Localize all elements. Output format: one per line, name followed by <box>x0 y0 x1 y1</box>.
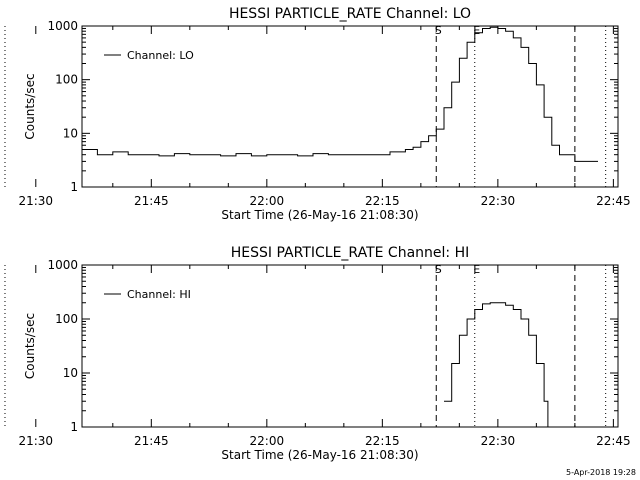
x-tick-label: 22:15 <box>365 194 400 208</box>
x-axis-label: Start Time (26-May-16 21:08:30) <box>221 448 418 462</box>
y-tick-label: 1000 <box>47 258 78 272</box>
event-marker-label: S <box>435 263 442 276</box>
chart-title: HESSI PARTICLE_RATE Channel: HI <box>231 245 469 261</box>
event-marker-label: S <box>435 24 442 37</box>
series-line-lo <box>82 26 598 162</box>
x-tick-label: 21:45 <box>134 194 169 208</box>
series-line-hi <box>444 302 549 427</box>
plot-frame <box>81 264 619 428</box>
y-tick-label: 10 <box>63 126 78 140</box>
x-axis-label: Start Time (26-May-16 21:08:30) <box>221 208 418 222</box>
y-tick-label: 10 <box>63 366 78 380</box>
y-axis-label: Counts/sec <box>23 313 37 379</box>
chart-panel-lo: HESSI PARTICLE_RATE Channel: LO 1 10 100 100… <box>4 6 631 222</box>
x-tick-label: 22:00 <box>250 194 285 208</box>
legend-entry: Channel: HI <box>127 288 191 301</box>
x-tick-label: 22:30 <box>481 194 516 208</box>
y-axis-label: Counts/sec <box>23 73 37 139</box>
event-marker-label: E <box>473 24 480 37</box>
plot-frame <box>81 25 619 188</box>
x-tick-label: 21:30 <box>18 194 53 208</box>
legend-entry: Channel: LO <box>127 49 194 62</box>
chart-panel-hi: HESSI PARTICLE_RATE Channel: HI 1 10 100 100… <box>4 245 631 462</box>
y-tick-label: 100 <box>55 73 78 87</box>
x-tick-label: 21:45 <box>134 434 169 448</box>
y-tick-label: 100 <box>55 312 78 326</box>
y-tick-label: 1000 <box>47 19 78 33</box>
plot-timestamp: 5-Apr-2018 19:28 <box>566 468 636 477</box>
x-tick-label: 22:45 <box>596 434 631 448</box>
x-tick-label: 21:30 <box>18 434 53 448</box>
y-tick-label: 1 <box>70 420 78 434</box>
y-tick-label: 1 <box>70 180 78 194</box>
chart-title: HESSI PARTICLE_RATE Channel: LO <box>229 6 471 22</box>
event-marker-label: E <box>473 263 480 276</box>
x-tick-label: 22:45 <box>596 194 631 208</box>
x-tick-label: 22:15 <box>365 434 400 448</box>
x-tick-label: 22:00 <box>250 434 285 448</box>
x-tick-label: 22:30 <box>481 434 516 448</box>
